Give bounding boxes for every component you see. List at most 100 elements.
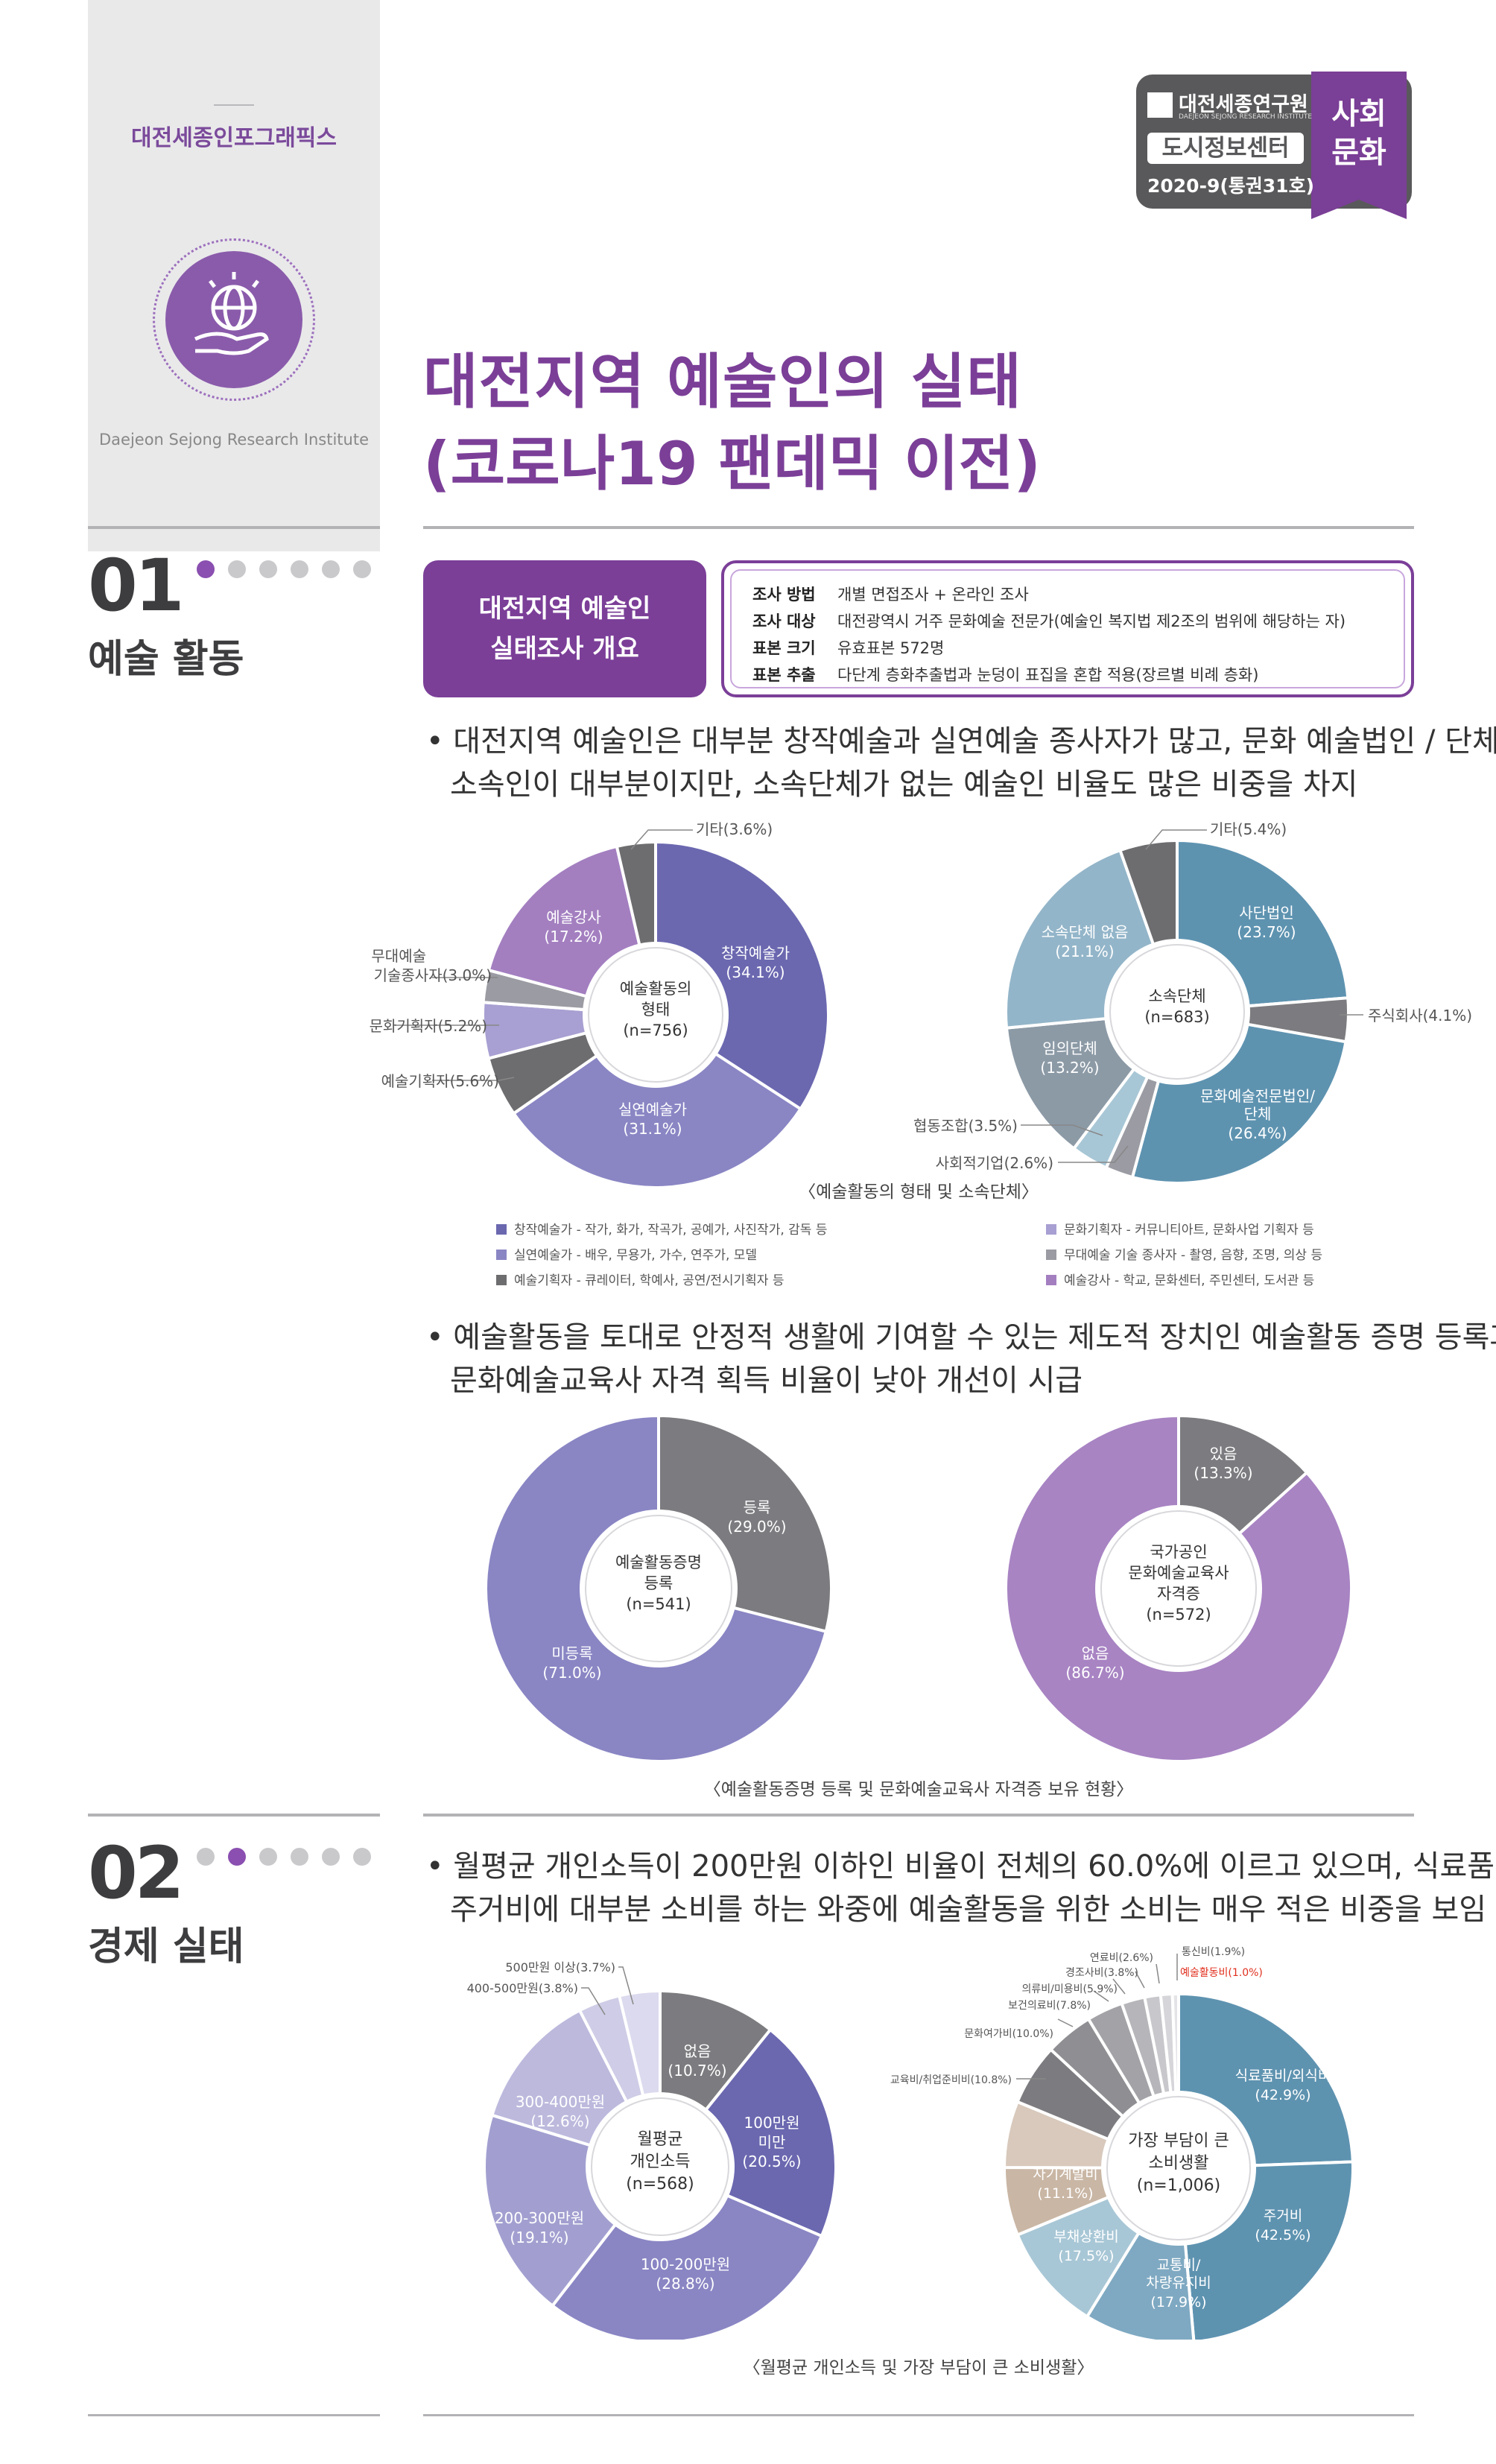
overview-key: 조사 대상 [752,612,816,630]
pie-center-label: 소속단체 [1148,987,1205,1005]
pie-label: (19.1%) [510,2229,568,2246]
pie-label: 경조사비(3.8%) [1065,1967,1138,1979]
bullet-text: 소속인이 대부분이지만, 소속단체가 없는 예술인 비율도 많은 비중을 차지 [450,767,1358,802]
chart6-center: 가장 부담이 큰 소비생활 (n=1,006) [1128,2132,1229,2195]
pie-label: (13.3%) [1194,1464,1252,1482]
legend-item: 문화기획자 - 커뮤니티아트, 문화사업 기획자 등 [1046,1219,1314,1238]
progress-dot-1 [197,560,215,578]
donut-hole [583,942,729,1088]
pie-label: 예술강사 [546,908,601,926]
category-tag [1311,72,1407,200]
legend-item: 창작예술가 - 작가, 화가, 작곡가, 공예가, 사진작가, 감독 등 [496,1219,827,1238]
pie-center-label: 문화예술교육사 [1128,1564,1229,1582]
pie-label: 주거비 [1264,2208,1302,2224]
pie-center-label: (n=541) [626,1595,691,1613]
chart-caption: 〈예술활동의 형태 및 소속단체〉 [799,1182,1039,1202]
chart2-center: 소속단체 (n=683) [1144,987,1209,1026]
overview-row: 표본 추출 다단계 층화추출법과 눈덩이 표집을 혼합 적용(장르별 비례 층화) [752,663,1258,685]
emblem-ring [153,238,315,401]
pie-center-label: (n=572) [1146,1606,1211,1624]
chart1-inner-labels: 창작예술가 (34.1%) 실연예술가 (31.1%) 예술강사 (17.2%) [544,908,790,1138]
pie-label: (23.7%) [1237,923,1296,941]
pie-label: 예술활동비(1.0%) [1180,1967,1263,1979]
legend-item: 예술강사 - 학교, 문화센터, 주민센터, 도서관 등 [1046,1270,1314,1288]
chart3-labels: 등록 (29.0%) 미등록 (71.0%) [542,1498,786,1682]
pie-label: (21.1%) [1055,943,1114,960]
legend-swatch [1046,1250,1056,1260]
chart1-center: 예술활동의 형태 (n=756) [620,980,692,1039]
overview-value: 대전광역시 거주 문화예술 전문가(예술인 복지법 제2조의 범위에 해당하는 … [837,612,1346,630]
bullet-text: 문화예술교육사 자격 획득 비율이 낮아 개선이 시급 [450,1364,1083,1398]
pie-label: (29.0%) [727,1518,786,1536]
page-subtitle: (코로나19 팬데믹 이전) [423,429,1041,498]
pie-label: 없음 [1082,1644,1109,1662]
section2-number: 02 [88,1831,185,1915]
pie-label: 실연예술가 [618,1100,687,1118]
footer-rule-left [88,2414,380,2416]
series-name: 대전세종인포그래픽스 [131,125,337,151]
donut-hole [1095,1505,1262,1672]
category-tag-notch [1311,200,1407,219]
progress-dot-4 [291,1848,308,1866]
pie-label: (17.2%) [544,928,603,946]
pie-label: 예술기획자(5.6%) [381,1072,499,1090]
chart2-inner-labels: 사단법인 (23.7%) 문화예술전문법인/ 단체 (26.4%) 임의단체 (… [1040,904,1315,1142]
bullet-text: 주거비에 대부분 소비를 하는 와중에 예술활동을 위한 소비는 매우 적은 비… [450,1893,1487,1927]
chart5-outer-labels: 500만원 이상(3.7%) 400-500만원(3.8%) [467,1960,615,1995]
pie-center-label: 개인소득 [630,2153,691,2171]
section2-rule-right [423,1814,1414,1817]
legend-swatch [496,1275,507,1285]
category-line2: 문화 [1331,136,1386,170]
progress-dot-3 [259,1848,277,1866]
category-line1: 사회 [1331,97,1386,131]
pie-label: (20.5%) [742,2153,801,2170]
donut-inner-ring [591,2097,729,2236]
pie-label: 의류비/미용비(5.9%) [1022,1983,1118,1995]
pie-label: 사단법인 [1239,904,1294,922]
pie-label: 부채상환비 [1053,2229,1118,2245]
chart5-center: 월평균 개인소득 (n=568) [626,2130,694,2194]
pie-label: 주식회사(4.1%) [1368,1007,1472,1024]
footer-rule-right [423,2414,1414,2416]
pie-registration [484,1413,833,1763]
legend-item: 예술기획자 - 큐레이터, 학예사, 공연/전시기획자 등 [496,1270,785,1288]
overview-row: 조사 방법 개별 면접조사 + 온라인 조사 [752,583,1029,605]
brand-divider [214,104,254,106]
chart3-center: 예술활동증명 등록 (n=541) [615,1554,702,1613]
pie-label: 협동조합(3.5%) [913,1117,1018,1135]
progress-dot-3 [259,560,277,578]
donut-hole [580,1510,738,1668]
chart4-labels: 있음 (13.3%) 없음 (86.7%) [1065,1445,1252,1682]
overview-box [721,560,1414,697]
pie-label: 100만원 [744,2114,800,2132]
overview-row: 조사 대상 대전광역시 거주 문화예술 전문가(예술인 복지법 제2조의 범위에 … [752,609,1346,632]
chart-caption: 〈월평균 개인소득 및 가장 부담이 큰 소비생활〉 [743,2358,1094,2378]
pie-label: 300-400만원 [516,2093,605,2111]
pie-label: 교통비/ [1157,2257,1201,2273]
pie-label: 사회적기업(2.6%) [936,1154,1053,1172]
pie-center-label: 월평균 [638,2130,683,2149]
pie-center-label: 예술활동증명 [615,1554,702,1571]
pie-label: 200-300만원 [495,2209,584,2227]
progress-dot-6 [353,560,371,578]
section2-name: 경제 실태 [88,1925,244,1969]
overview-label-line2: 실태조사 개요 [490,634,639,664]
pie-expense [1002,1992,1354,2340]
org-name-en: DAEJEON SEJONG RESEARCH INSTITUTE [1179,113,1313,121]
pie-label: 단체 [1244,1105,1272,1123]
bullet-text: • 대전지역 예술인은 대부분 창작예술과 실연예술 종사자가 많고, 문화 예… [426,724,1496,758]
pie-center-label: (n=683) [1144,1008,1209,1026]
progress-dot-5 [322,1848,340,1866]
pie-label: 창작예술가 [721,944,790,962]
pie-label: (17.9%) [1150,2294,1206,2311]
donut-inner-ring [585,1515,732,1662]
pie-label: 소속단체 없음 [1042,923,1129,941]
pie-label: 교육비/취업준비비(10.8%) [890,2074,1012,2086]
pie-income [483,1989,837,2340]
pie-label: 있음 [1210,1445,1237,1463]
institute-name-en: Daejeon Sejong Research Institute [98,431,369,449]
pie-label: (42.9%) [1255,2087,1310,2103]
overview-key: 표본 크기 [752,639,816,657]
pie-label: 등록 [744,1498,771,1516]
globe-hand-icon [165,251,302,388]
